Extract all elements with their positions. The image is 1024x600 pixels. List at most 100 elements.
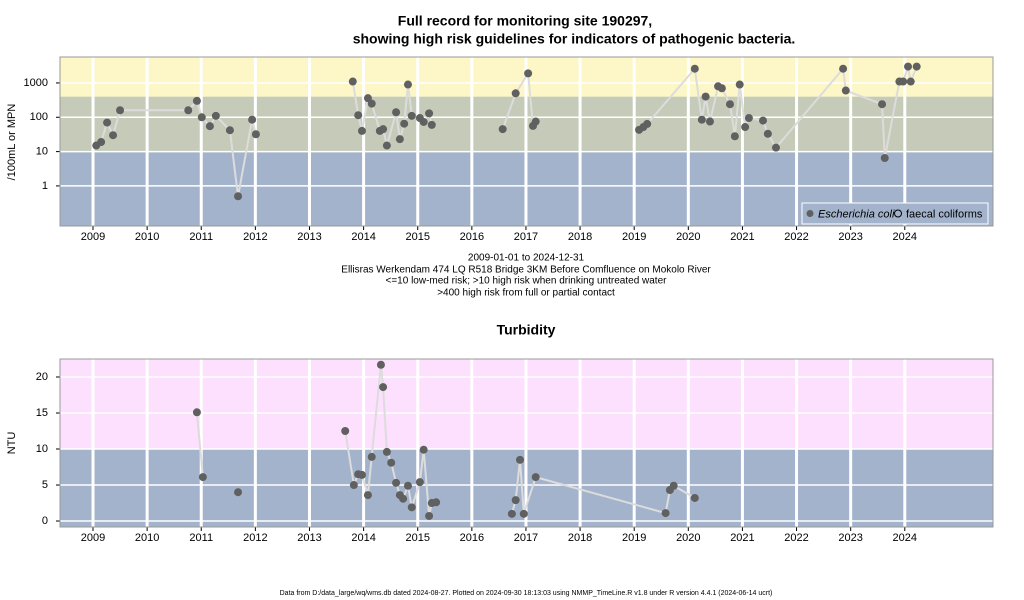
note: >400 high risk from full or partial cont… bbox=[437, 288, 615, 299]
y-tick-label: 5 bbox=[42, 479, 48, 491]
y-tick-label: 1 bbox=[42, 180, 48, 192]
data-point bbox=[498, 125, 507, 134]
data-point bbox=[248, 115, 257, 124]
data-point bbox=[880, 154, 889, 163]
y-tick-label: 20 bbox=[36, 371, 48, 383]
data-point bbox=[184, 106, 193, 115]
data-point bbox=[432, 498, 441, 507]
data-point bbox=[419, 445, 428, 454]
x-tick-label: 2022 bbox=[784, 231, 808, 243]
x-tick-label: 2009 bbox=[81, 231, 105, 243]
x-tick-label: 2016 bbox=[460, 231, 484, 243]
data-point bbox=[387, 458, 396, 467]
x-tick-label: 2013 bbox=[297, 231, 321, 243]
y-tick-label: 100 bbox=[30, 111, 48, 123]
data-point bbox=[516, 455, 525, 464]
data-point bbox=[425, 511, 434, 520]
y-tick-label: 10 bbox=[36, 443, 48, 455]
data-point bbox=[744, 114, 753, 123]
x-tick-label: 2024 bbox=[893, 231, 917, 243]
x-tick-label: 2019 bbox=[622, 231, 646, 243]
x-tick-label: 2015 bbox=[405, 532, 429, 544]
plot-frame bbox=[59, 358, 994, 528]
plot-frame bbox=[59, 56, 994, 227]
data-point bbox=[531, 117, 540, 126]
data-point bbox=[392, 478, 401, 487]
data-point bbox=[367, 99, 376, 108]
data-point bbox=[690, 493, 699, 502]
data-point bbox=[511, 496, 520, 505]
legend-label: faecal coliforms bbox=[906, 208, 983, 220]
x-tick-label: 2023 bbox=[838, 532, 862, 544]
data-point bbox=[524, 69, 533, 78]
data-point bbox=[669, 481, 678, 490]
chart-title: Full record for monitoring site 190297, bbox=[398, 13, 652, 29]
data-point bbox=[912, 62, 921, 71]
data-point bbox=[701, 92, 710, 101]
data-point bbox=[341, 427, 350, 436]
legend-marker bbox=[894, 209, 902, 218]
data-point bbox=[841, 86, 850, 95]
x-tick-label: 2018 bbox=[568, 532, 592, 544]
data-point bbox=[415, 478, 424, 487]
x-tick-label: 2023 bbox=[838, 231, 862, 243]
y-axis-label: NTU bbox=[6, 432, 18, 455]
data-point bbox=[427, 120, 436, 129]
data-point bbox=[425, 109, 434, 118]
data-point bbox=[407, 111, 416, 120]
data-point bbox=[399, 494, 408, 503]
data-point bbox=[690, 64, 699, 73]
data-point bbox=[730, 132, 739, 141]
y-tick-label: 1000 bbox=[24, 77, 48, 89]
x-tick-label: 2015 bbox=[405, 231, 429, 243]
data-point bbox=[379, 125, 388, 134]
x-tick-label: 2018 bbox=[568, 231, 592, 243]
data-point bbox=[763, 129, 772, 138]
x-tick-label: 2014 bbox=[351, 231, 375, 243]
x-tick-label: 2010 bbox=[135, 532, 159, 544]
x-tick-label: 2019 bbox=[622, 532, 646, 544]
data-point bbox=[382, 141, 391, 150]
data-point bbox=[419, 117, 428, 126]
note: <=10 low-med risk; >10 high risk when dr… bbox=[386, 276, 668, 287]
data-point bbox=[725, 100, 734, 109]
data-point bbox=[511, 89, 520, 98]
data-point bbox=[705, 117, 714, 126]
data-point bbox=[839, 64, 848, 73]
data-point bbox=[403, 481, 412, 490]
data-point bbox=[741, 123, 750, 132]
data-point bbox=[906, 77, 915, 86]
data-point bbox=[395, 135, 404, 144]
data-point bbox=[379, 383, 388, 392]
data-point bbox=[403, 80, 412, 89]
y-axis-label: /100mL or MPN bbox=[6, 104, 18, 181]
x-tick-label: 2011 bbox=[189, 532, 213, 544]
data-point bbox=[382, 447, 391, 456]
note: Ellisras Werkendam 474 LQ R518 Bridge 3K… bbox=[341, 265, 711, 276]
data-point bbox=[357, 470, 366, 479]
data-point bbox=[717, 84, 726, 93]
data-point bbox=[376, 360, 385, 369]
x-tick-label: 2010 bbox=[135, 231, 159, 243]
legend-label: Escherichia coli bbox=[818, 208, 895, 220]
data-point bbox=[519, 509, 528, 518]
data-point bbox=[367, 452, 376, 461]
x-tick-label: 2024 bbox=[893, 532, 917, 544]
note: 2009-01-01 to 2024-12-31 bbox=[468, 253, 585, 264]
x-tick-label: 2012 bbox=[243, 532, 267, 544]
data-point bbox=[661, 509, 670, 518]
x-tick-label: 2020 bbox=[676, 532, 700, 544]
data-point bbox=[531, 473, 540, 482]
data-point bbox=[899, 77, 908, 86]
footer: Data from D:/data_large/wq/wms.db dated … bbox=[280, 590, 773, 597]
data-point bbox=[116, 106, 125, 115]
data-point bbox=[697, 115, 706, 124]
data-point bbox=[251, 130, 260, 139]
data-point bbox=[103, 118, 112, 127]
legend-marker bbox=[806, 210, 814, 217]
x-tick-label: 2016 bbox=[460, 532, 484, 544]
data-point bbox=[211, 111, 220, 120]
data-point bbox=[97, 138, 106, 147]
data-point bbox=[354, 111, 363, 120]
